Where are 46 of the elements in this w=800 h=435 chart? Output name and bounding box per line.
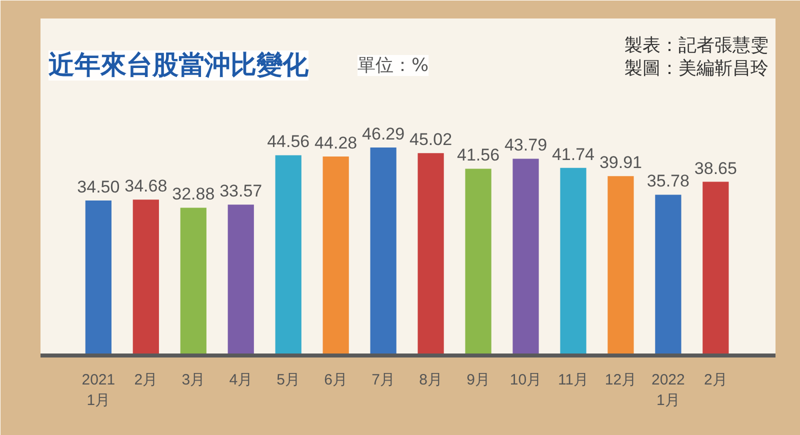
x-tick-label: 7月 [372, 372, 395, 388]
bar [180, 208, 206, 356]
x-tick-label: 9月 [466, 372, 490, 388]
text: 製表：記者張慧雯 [624, 35, 768, 56]
data-label: 38.65 [694, 158, 737, 178]
data-label: 34.68 [124, 176, 168, 196]
x-tick-label: 11月 [558, 372, 589, 388]
bar [702, 182, 729, 356]
text: 製圖：美編靳昌玲 [624, 58, 768, 79]
bar [322, 156, 349, 356]
bar [228, 204, 254, 356]
bar [132, 200, 159, 356]
x-tick-label: 2021 1月 [82, 372, 116, 409]
bar [85, 200, 112, 356]
data-label: 46.29 [362, 124, 405, 144]
x-tick-label: 12月 [604, 372, 637, 388]
x-tick-label: 4月 [229, 372, 253, 388]
data-label: 35.78 [646, 172, 690, 191]
data-label: 43.79 [504, 136, 548, 155]
chart-subtitle: 單位：% [358, 55, 429, 76]
x-tick-label: 8月 [419, 372, 442, 388]
x-tick-label: 2022 1月 [652, 372, 685, 409]
x-tick-label: 3月 [182, 372, 206, 388]
data-label: 32.88 [172, 184, 215, 204]
x-tick-label: 5月 [276, 372, 300, 388]
data-label: 44.28 [314, 134, 358, 153]
x-tick-label: 2月 [134, 372, 158, 388]
x-tick-label: 10月 [510, 372, 542, 388]
data-label: 33.57 [220, 182, 262, 201]
data-label: 41.74 [552, 144, 595, 164]
chart-title: 近年來台股當沖比變化 [48, 50, 310, 80]
bar [370, 147, 396, 356]
data-label: 34.50 [77, 177, 120, 196]
bar [655, 194, 682, 356]
bar [465, 168, 492, 356]
data-label: 44.56 [267, 132, 310, 152]
bar [275, 155, 302, 356]
bar [608, 176, 634, 356]
bar [512, 158, 539, 356]
bar [560, 168, 586, 356]
data-label: 39.91 [599, 153, 642, 172]
data-label: 45.02 [410, 130, 452, 150]
x-tick-label: 2月 [704, 372, 728, 388]
bar [418, 153, 444, 356]
data-label: 41.56 [457, 146, 500, 165]
x-tick-label: 6月 [324, 372, 348, 388]
